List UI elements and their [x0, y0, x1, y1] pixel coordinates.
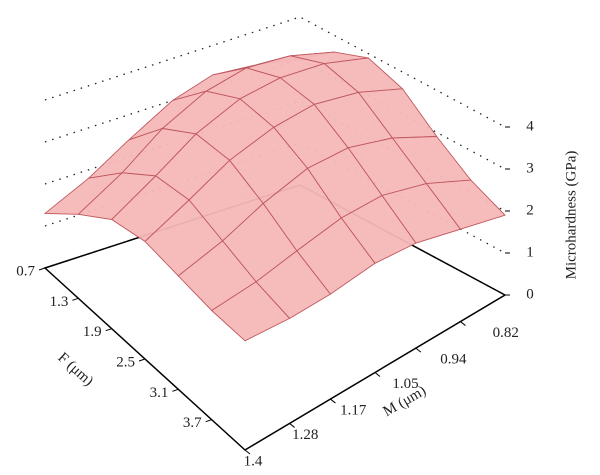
x-tick-label: 1.4 [244, 453, 263, 469]
y-tick [172, 388, 179, 392]
x-tick-label: 1.17 [340, 403, 367, 419]
x-tick [415, 347, 422, 353]
y-tick-label: 2.5 [116, 354, 135, 370]
x-tick-label: 1.28 [292, 427, 318, 443]
y-tick [72, 297, 79, 301]
y-tick [205, 419, 212, 423]
x-tick [374, 372, 381, 377]
y-tick-label: 3.1 [150, 385, 169, 401]
x-tick [330, 398, 336, 404]
x-tick-label: 1.05 [392, 376, 418, 392]
x-tick-label: 0.94 [440, 352, 467, 368]
x-tick [460, 321, 466, 326]
x-tick [244, 449, 251, 455]
surface-patch [210, 281, 291, 342]
x-tick [289, 423, 295, 428]
z-tick-label: 0 [526, 286, 534, 302]
z-tick-label: 3 [526, 160, 534, 176]
y-tick-label: 1.9 [83, 324, 102, 340]
y-tick [105, 328, 112, 332]
z-tick-label: 1 [526, 244, 534, 260]
z-tick-label: 2 [526, 202, 534, 218]
z-tick-label: 4 [526, 118, 534, 134]
y-axis-label: F (μm) [54, 350, 96, 390]
y-tick-label: 1.3 [50, 294, 69, 310]
z-axis-label: Microhardness (GPa) [563, 151, 579, 280]
y-tick-label: 3.7 [183, 415, 202, 431]
x-tick-label: 0.82 [493, 325, 519, 341]
y-tick-label: 0.7 [16, 263, 35, 279]
y-tick [38, 267, 46, 271]
y-tick [138, 358, 146, 362]
